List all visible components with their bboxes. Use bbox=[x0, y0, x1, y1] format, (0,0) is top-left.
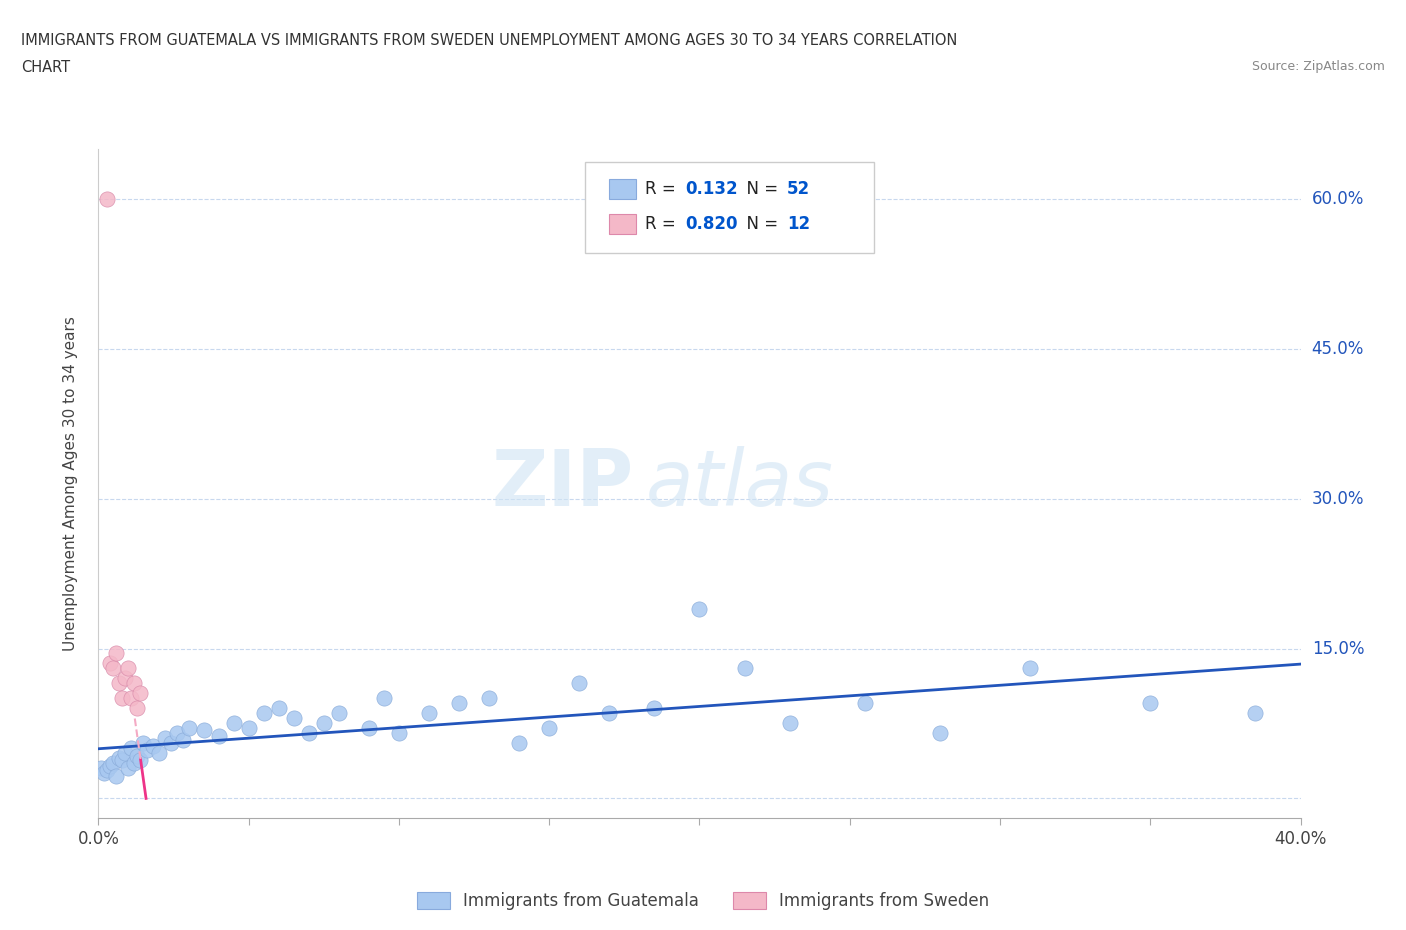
Point bbox=[172, 733, 194, 748]
Text: IMMIGRANTS FROM GUATEMALA VS IMMIGRANTS FROM SWEDEN UNEMPLOYMENT AMONG AGES 30 T: IMMIGRANTS FROM GUATEMALA VS IMMIGRANTS … bbox=[21, 33, 957, 47]
Text: 0.132: 0.132 bbox=[685, 180, 738, 198]
Point bbox=[100, 656, 122, 671]
Point bbox=[103, 756, 125, 771]
Point bbox=[929, 726, 952, 741]
Point bbox=[90, 761, 112, 776]
Point bbox=[568, 676, 591, 691]
Text: 60.0%: 60.0% bbox=[1312, 190, 1364, 207]
Text: 52: 52 bbox=[787, 180, 810, 198]
Point bbox=[388, 726, 411, 741]
Point bbox=[135, 743, 157, 758]
Point bbox=[1019, 661, 1042, 676]
Text: R =: R = bbox=[645, 215, 682, 232]
Text: atlas: atlas bbox=[645, 445, 834, 522]
Point bbox=[111, 691, 134, 706]
Point bbox=[478, 691, 501, 706]
Point bbox=[222, 716, 245, 731]
Point bbox=[114, 671, 136, 686]
Point bbox=[253, 706, 276, 721]
Point bbox=[208, 729, 231, 744]
Text: N =: N = bbox=[735, 180, 783, 198]
Point bbox=[127, 701, 149, 716]
Point bbox=[598, 706, 620, 721]
Point bbox=[117, 661, 139, 676]
Point bbox=[328, 706, 350, 721]
Point bbox=[96, 192, 118, 206]
Text: 15.0%: 15.0% bbox=[1312, 640, 1364, 658]
Point bbox=[93, 766, 115, 781]
Point bbox=[111, 753, 134, 768]
Y-axis label: Unemployment Among Ages 30 to 34 years: Unemployment Among Ages 30 to 34 years bbox=[63, 316, 77, 651]
Point bbox=[538, 721, 561, 736]
Point bbox=[373, 691, 395, 706]
Point bbox=[108, 751, 131, 766]
Point bbox=[418, 706, 440, 721]
Point bbox=[117, 761, 139, 776]
Point bbox=[132, 736, 155, 751]
Point bbox=[734, 661, 756, 676]
Point bbox=[779, 716, 801, 731]
Point bbox=[141, 739, 163, 754]
Point bbox=[283, 711, 305, 726]
Text: N =: N = bbox=[735, 215, 783, 232]
Point bbox=[129, 686, 152, 701]
Point bbox=[312, 716, 335, 731]
Point bbox=[508, 736, 530, 751]
Point bbox=[124, 756, 146, 771]
Point bbox=[127, 749, 149, 764]
Point bbox=[129, 753, 152, 768]
Point bbox=[96, 763, 118, 777]
Point bbox=[108, 676, 131, 691]
Point bbox=[103, 661, 125, 676]
Point bbox=[853, 696, 876, 711]
Point bbox=[298, 726, 321, 741]
Point bbox=[357, 721, 380, 736]
Point bbox=[100, 759, 122, 774]
Point bbox=[148, 746, 170, 761]
FancyBboxPatch shape bbox=[585, 162, 873, 253]
FancyBboxPatch shape bbox=[609, 214, 636, 233]
Point bbox=[153, 731, 176, 746]
Point bbox=[124, 676, 146, 691]
Point bbox=[1244, 706, 1267, 721]
Text: 30.0%: 30.0% bbox=[1312, 489, 1364, 508]
Point bbox=[267, 701, 290, 716]
Point bbox=[166, 726, 188, 741]
Point bbox=[643, 701, 665, 716]
Point bbox=[238, 721, 260, 736]
FancyBboxPatch shape bbox=[609, 179, 636, 199]
Point bbox=[177, 721, 200, 736]
Point bbox=[114, 746, 136, 761]
Point bbox=[688, 601, 710, 616]
Point bbox=[105, 646, 128, 661]
Point bbox=[121, 691, 143, 706]
Point bbox=[159, 736, 181, 751]
Text: 12: 12 bbox=[787, 215, 810, 232]
Text: Source: ZipAtlas.com: Source: ZipAtlas.com bbox=[1251, 60, 1385, 73]
Point bbox=[105, 769, 128, 784]
Legend: Immigrants from Guatemala, Immigrants from Sweden: Immigrants from Guatemala, Immigrants fr… bbox=[411, 885, 995, 917]
Text: ZIP: ZIP bbox=[491, 445, 633, 522]
Text: 0.820: 0.820 bbox=[685, 215, 738, 232]
Text: CHART: CHART bbox=[21, 60, 70, 75]
Point bbox=[193, 723, 215, 737]
Text: 45.0%: 45.0% bbox=[1312, 339, 1364, 358]
Point bbox=[447, 696, 470, 711]
Point bbox=[1139, 696, 1161, 711]
Point bbox=[121, 741, 143, 756]
Text: R =: R = bbox=[645, 180, 682, 198]
